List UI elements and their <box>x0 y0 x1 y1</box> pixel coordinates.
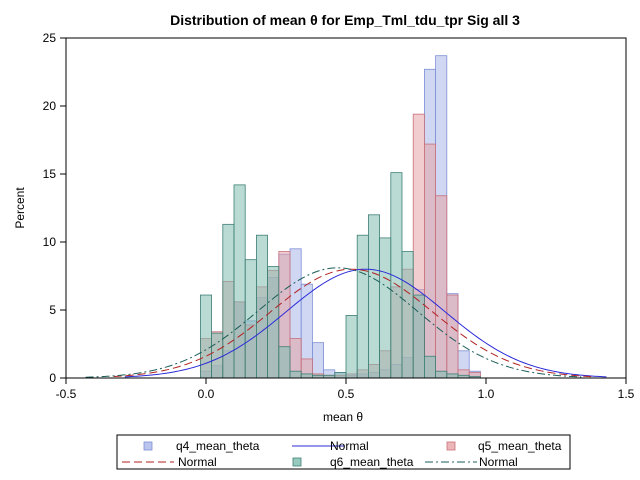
normal-curve-solid <box>124 268 607 378</box>
q6_mean_theta-bar <box>401 251 414 379</box>
legend-label: q4_mean_theta <box>176 439 260 453</box>
x-axis-label: mean θ <box>323 410 363 424</box>
y-tick-label: 20 <box>43 99 57 113</box>
normal-curve-dashdot <box>85 267 582 378</box>
y-tick-label: 25 <box>43 31 57 45</box>
q6_mean_theta-bar <box>446 373 459 379</box>
y-tick-label: 0 <box>49 371 56 385</box>
q6_mean_theta-bar <box>435 370 448 379</box>
y-axis-label: Percent <box>13 187 27 229</box>
q6_mean_theta-bar <box>345 315 358 379</box>
legend-label: q5_mean_theta <box>478 439 562 453</box>
q6_mean_theta-bar <box>423 355 436 379</box>
legend-frame <box>116 434 571 470</box>
legend-swatch-q5_mean_theta <box>446 441 456 451</box>
normal-curve-dashed <box>113 268 593 378</box>
y-axis: 0 5 10 15 20 25 <box>43 31 66 385</box>
q6_mean_theta-bar <box>255 234 268 379</box>
x-tick-label: 1.0 <box>478 387 495 401</box>
y-tick-label: 5 <box>49 303 56 317</box>
q6_mean_theta-bar <box>211 332 224 379</box>
q6_mean_theta-bar <box>289 370 302 379</box>
q6_mean_theta-bar <box>379 237 392 379</box>
q4_mean_theta-bar <box>311 342 324 379</box>
y-tick-label: 15 <box>43 167 57 181</box>
q5_mean_theta-bar <box>435 195 448 379</box>
legend: q4_mean_theta Normal q5_mean_theta Normal q6… <box>116 434 571 470</box>
x-tick-label: -0.5 <box>56 387 77 401</box>
legend-label: Normal <box>479 455 518 469</box>
x-tick-label: 0.0 <box>198 387 215 401</box>
q6_mean_theta-bar <box>278 346 291 379</box>
x-tick-label: 1.5 <box>618 387 635 401</box>
x-tick-label: 0.5 <box>338 387 355 401</box>
q6_mean_theta-bar <box>412 294 425 379</box>
q6_mean_theta-bar <box>367 214 380 379</box>
legend-label: Normal <box>330 439 369 453</box>
q6_mean_theta-bar <box>300 373 313 379</box>
legend-label: q6_mean_theta <box>330 455 414 469</box>
q5_mean_theta-bar <box>446 294 459 379</box>
legend-swatch-q6_mean_theta <box>292 457 302 467</box>
q6_mean_theta-bar <box>334 372 347 379</box>
chart-title: Distribution of mean θ for Emp_Tml_tdu_t… <box>170 12 520 28</box>
q6_mean_theta-bar <box>356 234 369 379</box>
q6_mean_theta-bar <box>199 294 212 379</box>
histogram-bars <box>199 55 481 379</box>
q6_mean_theta-bar <box>244 259 257 379</box>
normal-curves <box>85 267 607 378</box>
legend-swatch-q4_mean_theta <box>143 441 153 451</box>
q5_mean_theta-bar <box>423 143 436 379</box>
y-tick-label: 10 <box>43 235 57 249</box>
legend-label: Normal <box>178 455 217 469</box>
x-axis: -0.5 0.0 0.5 1.0 1.5 <box>56 378 635 401</box>
